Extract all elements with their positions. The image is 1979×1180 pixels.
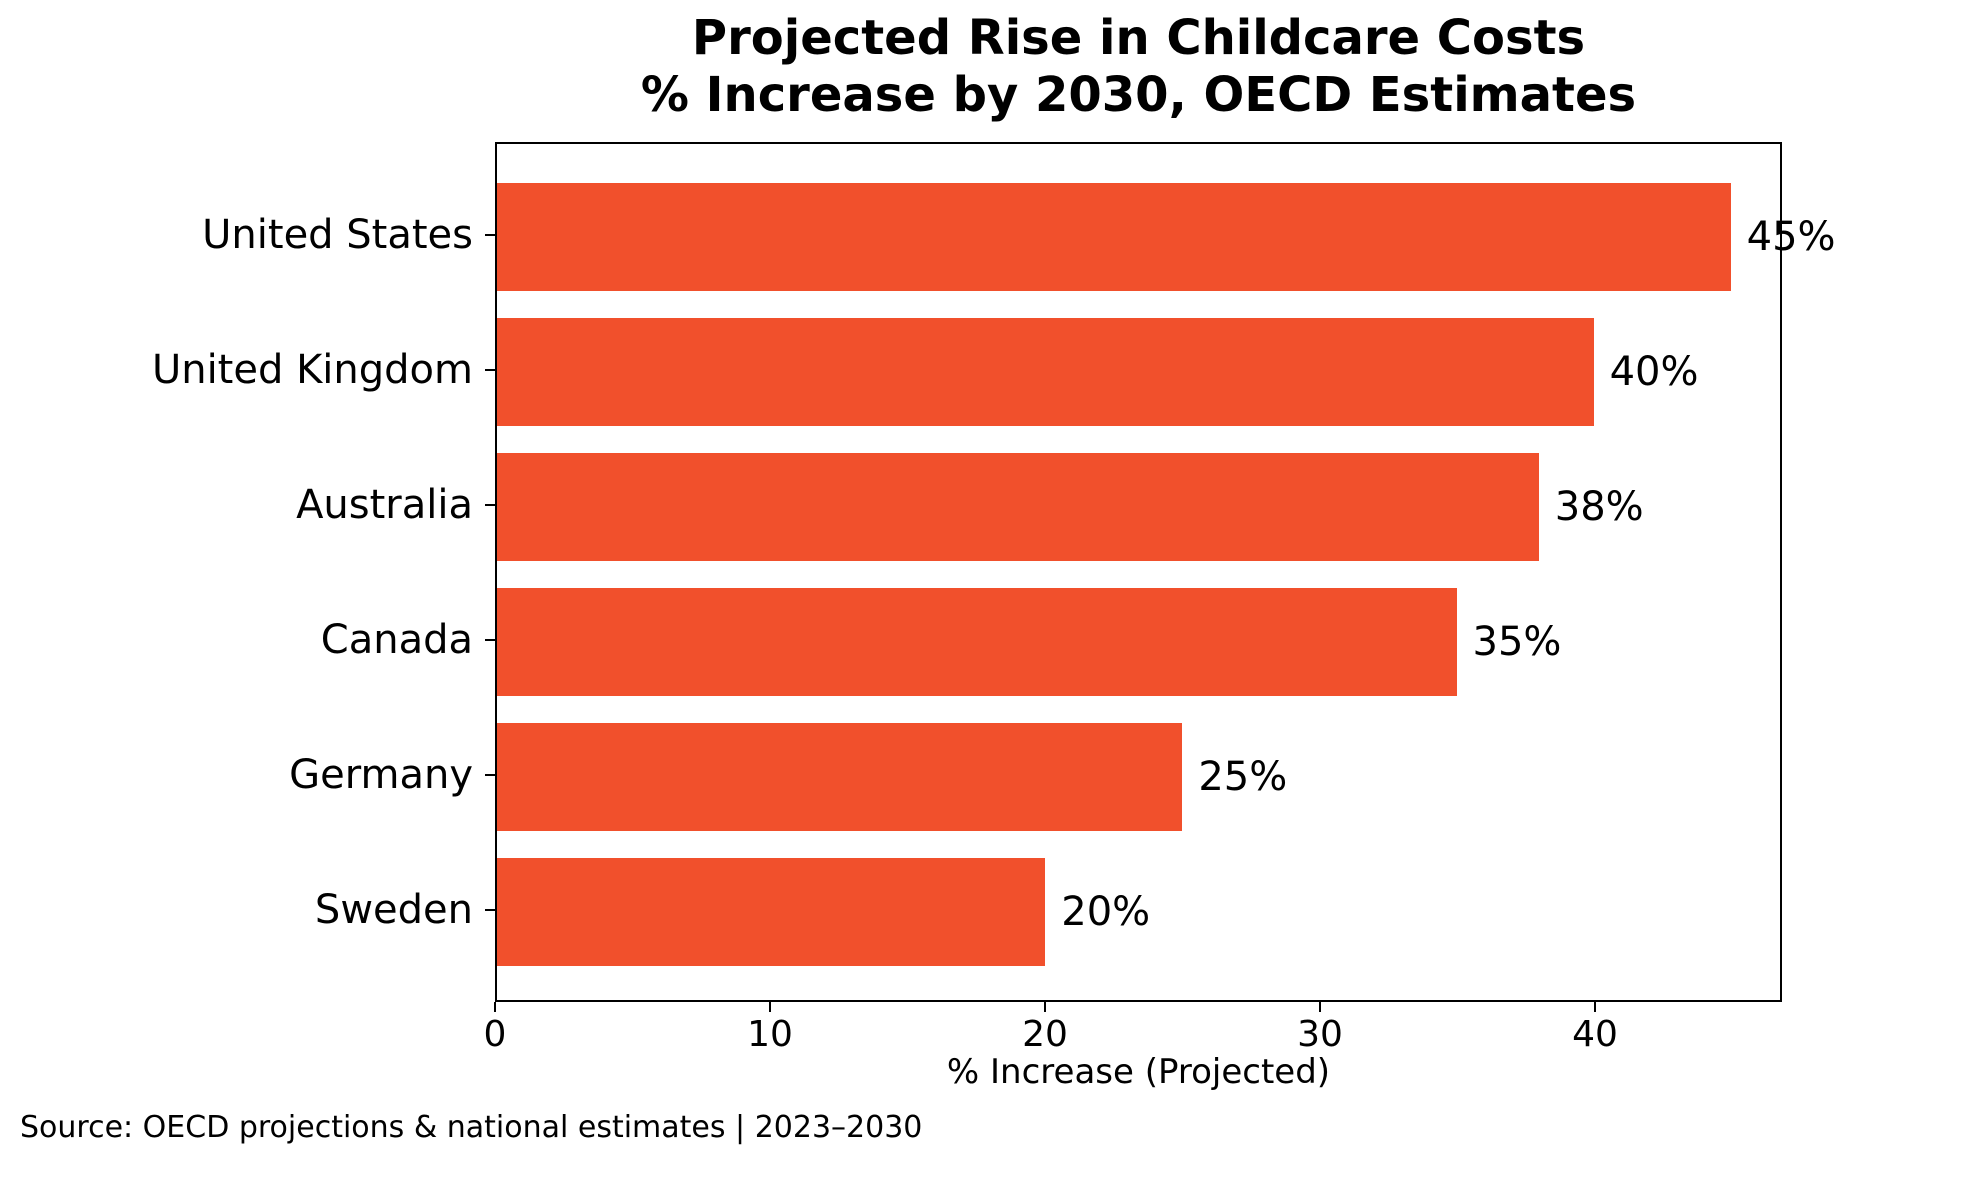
- x-tick-mark: [769, 1002, 771, 1012]
- x-tick-mark: [1319, 1002, 1321, 1012]
- x-tick-label: 40: [1572, 1014, 1618, 1055]
- y-tick-mark: [485, 234, 495, 236]
- y-tick-mark: [485, 504, 495, 506]
- y-axis-labels: United States United Kingdom Australia Cana…: [0, 142, 495, 1002]
- x-tick-label: 10: [747, 1014, 793, 1055]
- bar-united-states: [497, 183, 1731, 291]
- category-label: Sweden: [314, 887, 473, 933]
- chart-title: Projected Rise in Childcare Costs % Incr…: [495, 10, 1782, 124]
- y-tick-mark: [485, 909, 495, 911]
- category-label: Australia: [296, 482, 473, 528]
- bar-value-label: 20%: [1061, 889, 1151, 935]
- bar-value-label: 40%: [1609, 349, 1699, 395]
- category-label: United States: [202, 212, 473, 258]
- category-label: United Kingdom: [151, 347, 473, 393]
- bar-value-label: 35%: [1472, 619, 1562, 665]
- category-label: Canada: [320, 617, 473, 663]
- bar-canada: [497, 588, 1457, 696]
- source-note: Source: OECD projections & national esti…: [20, 1110, 923, 1145]
- y-tick-mark: [485, 369, 495, 371]
- chart-title-line1: Projected Rise in Childcare Costs: [691, 10, 1586, 66]
- x-axis-title: % Increase (Projected): [946, 1052, 1331, 1092]
- x-tick-label: 20: [1022, 1014, 1068, 1055]
- y-tick-mark: [485, 774, 495, 776]
- bar-sweden: [497, 858, 1046, 966]
- bar-australia: [497, 453, 1539, 561]
- bar-value-label: 25%: [1198, 754, 1288, 800]
- bar-value-label: 38%: [1554, 484, 1644, 530]
- chart-title-line2: % Increase by 2030, OECD Estimates: [640, 67, 1637, 123]
- plot-area: 45% 40% 38% 35% 25% 20%: [495, 142, 1836, 1002]
- x-tick-label: 30: [1297, 1014, 1343, 1055]
- y-tick-mark: [485, 639, 495, 641]
- x-tick-label: 0: [483, 1014, 507, 1055]
- x-tick-mark: [1594, 1002, 1596, 1012]
- x-tick-mark: [494, 1002, 496, 1012]
- bar-united-kingdom: [497, 318, 1594, 426]
- x-tick-mark: [1044, 1002, 1046, 1012]
- bar-germany: [497, 723, 1183, 831]
- bar-value-label: 45%: [1746, 214, 1836, 260]
- category-label: Germany: [289, 752, 473, 798]
- x-axis-ticks: 0 10 20 30 40: [484, 1002, 1782, 1072]
